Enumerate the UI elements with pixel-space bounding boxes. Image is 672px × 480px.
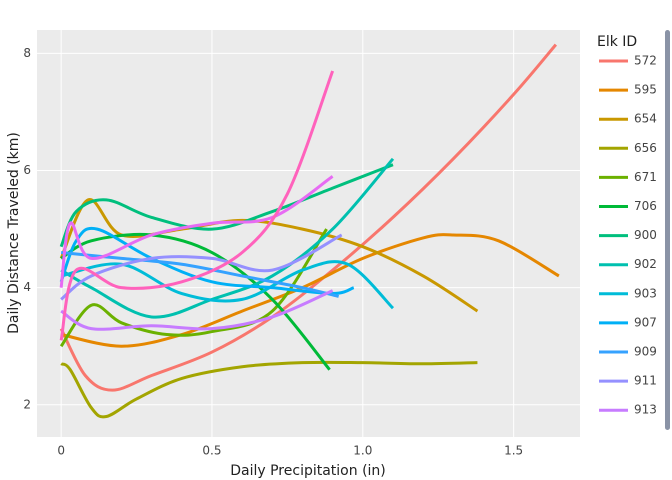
legend-label: 911	[634, 374, 657, 388]
x-tick-label: 0.5	[202, 444, 221, 458]
y-axis-title: Daily Distance Traveled (km)	[6, 132, 22, 334]
x-tick-label: 0	[57, 444, 65, 458]
y-tick-label: 6	[23, 163, 31, 177]
series-line	[60, 233, 343, 301]
series-line	[59, 175, 334, 288]
x-tick-label: 1.0	[353, 444, 372, 458]
legend-title: Elk ID	[597, 34, 637, 50]
legend-label: 902	[634, 257, 657, 271]
legend-label: 656	[634, 141, 657, 155]
series-line	[60, 289, 334, 331]
legend-label: 595	[634, 83, 657, 97]
series-line	[59, 70, 335, 341]
series-line	[60, 233, 560, 348]
legend-scrollbar[interactable]	[665, 30, 670, 430]
series-line	[59, 198, 479, 313]
y-tick-label: 8	[23, 46, 31, 60]
legend-label: 913	[634, 403, 657, 417]
series-line	[60, 360, 478, 419]
legend-label: 572	[634, 54, 657, 68]
series-line	[60, 232, 331, 371]
legend-label: 909	[634, 345, 657, 359]
legend-label: 671	[634, 170, 657, 184]
x-tick-label: 1.5	[504, 444, 523, 458]
legend: 572 595 654 656 671 706 900 902 903 907 909 911 913	[599, 54, 657, 417]
legend-label: 907	[634, 315, 657, 329]
series-line	[59, 228, 328, 348]
legend-label: 900	[634, 228, 657, 242]
legend-label: 706	[634, 199, 657, 213]
y-tick-label: 2	[23, 397, 31, 411]
legend-label: 654	[634, 112, 657, 126]
y-tick-label: 4	[23, 280, 31, 294]
x-axis-title: Daily Precipitation (in)	[230, 463, 386, 479]
legend-label: 903	[634, 286, 657, 300]
